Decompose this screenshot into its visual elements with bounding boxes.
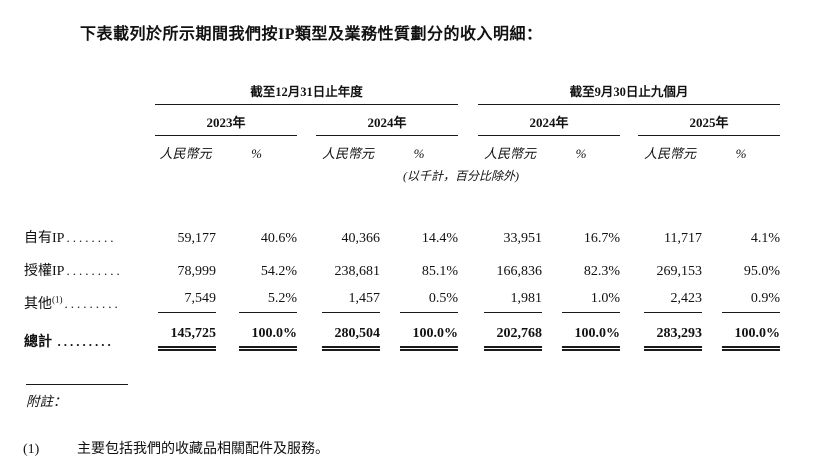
cell: 1.0%	[562, 291, 621, 313]
cell: 100.0%	[239, 326, 297, 351]
footnote-item: (1) 主要包括我們的收藏品相關配件及服務。	[23, 438, 329, 458]
row-label-others: 其他(1).........	[24, 294, 121, 312]
unit-header-currency: 人民幣元	[484, 146, 537, 161]
year-header-2024-9m: 2024年	[478, 104, 621, 136]
unit-header-currency: 人民幣元	[159, 146, 212, 161]
cell: 0.9%	[722, 291, 781, 313]
cell: 95.0%	[743, 264, 781, 279]
footnote-ref: (1)	[52, 294, 63, 305]
table-row: 截至12月31日止年度 截至9月30日止九個月	[24, 78, 781, 105]
cell: 82.3%	[583, 264, 621, 279]
year-header-2023: 2023年	[155, 104, 297, 136]
cell: 238,681	[334, 264, 381, 279]
dot-leader: .........	[64, 296, 121, 311]
cell: 2,423	[644, 291, 703, 313]
footnote-text: 主要包括我們的收藏品相關配件及服務。	[77, 442, 329, 457]
cell: 100.0%	[562, 326, 621, 351]
unit-header-currency: 人民幣元	[321, 146, 374, 161]
dot-leader: .........	[66, 263, 123, 278]
unit-header-percent: %	[413, 146, 425, 161]
unit-header-percent: %	[735, 146, 747, 161]
table-spacer-row	[24, 184, 780, 214]
cell: 59,177	[177, 231, 217, 246]
cell: 11,717	[664, 231, 703, 246]
table-row: (以千計，百分比除外)	[24, 164, 780, 184]
cell: 283,293	[644, 326, 703, 351]
year-header-2025: 2025年	[638, 104, 781, 136]
table-row: 人民幣元 % 人民幣元 % 人民幣元 % 人民幣元 %	[24, 136, 780, 165]
cell: 16.7%	[583, 231, 621, 246]
cell: 40,366	[341, 231, 381, 246]
cell: 100.0%	[400, 326, 459, 351]
cell: 33,951	[503, 231, 543, 246]
cell: 7,549	[158, 291, 216, 313]
notes-label: 附註：	[26, 394, 67, 409]
dot-leader: .........	[57, 334, 114, 349]
table-row: 2023年 2024年 2024年 2025年	[24, 104, 781, 136]
cell: 1,457	[322, 291, 380, 313]
cell: 54.2%	[260, 264, 297, 279]
table-row-total: 總計 ......... 145,725 100.0% 280,504 100.…	[24, 313, 781, 351]
notes-divider	[26, 384, 128, 385]
cell: 145,725	[158, 326, 216, 351]
footnote-marker: (1)	[23, 442, 40, 457]
row-label-licensed-ip: 授權IP.........	[24, 263, 123, 279]
unit-header-percent: %	[251, 146, 262, 161]
cell: 40.6%	[260, 231, 297, 246]
year-header-2024: 2024年	[316, 104, 459, 136]
table-row-licensed-ip: 授權IP......... 78,999 54.2% 238,681 85.1%…	[24, 247, 780, 280]
table-row-others: 其他(1)......... 7,549 5.2% 1,457 0.5% 1,9…	[24, 280, 781, 313]
cell: 1,981	[484, 291, 543, 313]
cell: 166,836	[496, 264, 543, 279]
group-header-nine-months: 截至9月30日止九個月	[478, 78, 781, 105]
cell: 202,768	[484, 326, 543, 351]
cell: 85.1%	[421, 264, 459, 279]
cell: 14.4%	[421, 231, 459, 246]
units-note: (以千計，百分比除外)	[403, 169, 519, 183]
group-header-annual: 截至12月31日止年度	[155, 78, 459, 105]
cell: 78,999	[177, 264, 217, 279]
unit-header-currency: 人民幣元	[644, 146, 697, 161]
cell: 269,153	[656, 264, 703, 279]
row-label-total: 總計 .........	[24, 334, 114, 350]
cell: 5.2%	[239, 291, 297, 313]
row-label-own-ip: 自有IP........	[24, 230, 117, 246]
unit-header-percent: %	[575, 146, 587, 161]
cell: 280,504	[322, 326, 380, 351]
cell: 100.0%	[722, 326, 781, 351]
table-row-own-ip: 自有IP........ 59,177 40.6% 40,366 14.4% 3…	[24, 214, 780, 247]
cell: 4.1%	[750, 231, 781, 246]
revenue-table: 截至12月31日止年度 截至9月30日止九個月 2023年 2024年 2024…	[24, 78, 781, 351]
cell: 0.5%	[400, 291, 459, 313]
page-title: 下表載列於所示期間我們按IP類型及業務性質劃分的收入明細：	[80, 26, 543, 43]
dot-leader: ........	[66, 230, 117, 245]
